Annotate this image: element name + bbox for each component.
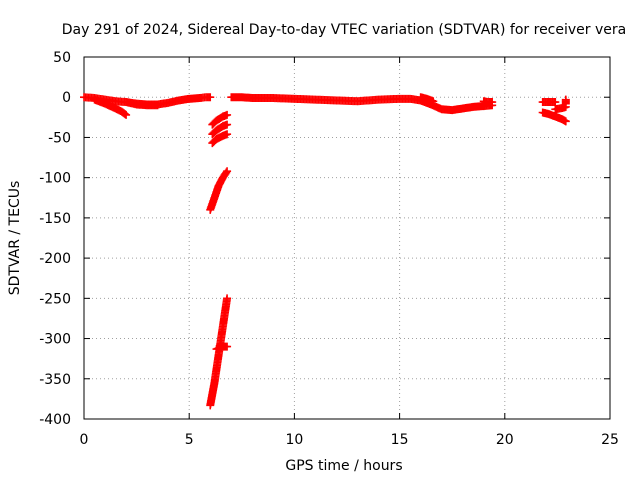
y-tick-label: -50 <box>48 130 71 146</box>
axis-ticks <box>83 56 611 420</box>
data-point <box>223 120 232 129</box>
y-tick-label: 0 <box>62 90 71 106</box>
data-points <box>80 93 570 410</box>
x-tick-label: 0 <box>80 432 89 448</box>
data-point <box>121 110 130 119</box>
data-point <box>551 98 560 107</box>
y-axis-label: SDTVAR / TECUs <box>7 181 23 296</box>
x-tick-label: 20 <box>496 432 514 448</box>
data-segment <box>416 93 438 106</box>
data-point <box>429 97 438 106</box>
y-tick-label: 50 <box>53 50 71 66</box>
data-point <box>223 294 232 303</box>
data-point <box>222 168 231 177</box>
x-tick-label: 10 <box>285 432 303 448</box>
data-point <box>122 110 131 119</box>
y-tick-label: -100 <box>39 171 71 187</box>
data-point <box>488 98 497 107</box>
data-segment <box>208 130 232 148</box>
data-point <box>223 342 232 351</box>
data-point <box>153 101 162 110</box>
data-point <box>561 117 570 126</box>
data-point <box>223 167 232 176</box>
x-tick-label: 5 <box>185 432 194 448</box>
x-tick-label: 15 <box>391 432 409 448</box>
data-segment <box>208 110 232 129</box>
data-segment <box>90 95 131 119</box>
data-segment <box>227 93 497 115</box>
data-segment <box>538 98 560 107</box>
data-segment <box>122 98 162 110</box>
grid <box>84 57 610 419</box>
data-point <box>206 93 215 102</box>
data-point <box>223 110 232 119</box>
data-segment <box>206 167 232 214</box>
data-point <box>223 130 232 139</box>
y-tick-label: -150 <box>39 211 71 227</box>
y-tick-label: -400 <box>39 412 71 428</box>
data-segment <box>479 97 497 107</box>
chart-title: Day 291 of 2024, Sidereal Day-to-day VTE… <box>62 22 626 38</box>
data-segment <box>208 120 232 139</box>
y-tick-label: -250 <box>39 291 71 307</box>
data-segment <box>538 108 570 126</box>
y-tick-label: -350 <box>39 372 71 388</box>
y-tick-label: -300 <box>39 332 71 348</box>
data-segment <box>551 102 570 114</box>
data-point <box>561 99 570 108</box>
y-tick-label: -200 <box>39 251 71 267</box>
data-segment <box>212 342 232 354</box>
x-tick-label: 25 <box>601 432 619 448</box>
data-segment <box>561 95 570 108</box>
x-axis-label: GPS time / hours <box>285 458 402 474</box>
tick-labels: 0 5 10 15 20 25 50 0 -50 -100 -150 -200 -250 -300 -350… <box>39 50 619 448</box>
plot-frame <box>83 56 611 420</box>
